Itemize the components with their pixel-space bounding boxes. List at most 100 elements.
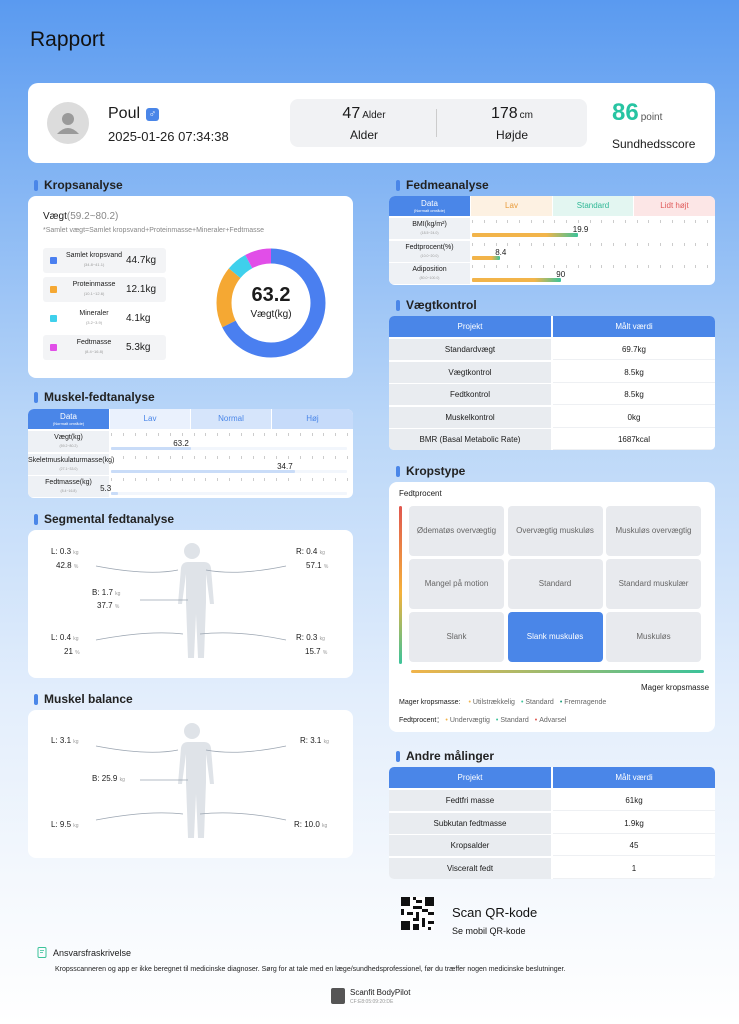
row-label-cell	[28, 453, 109, 475]
composition-value: 44.7kg	[126, 255, 157, 266]
tick	[542, 220, 543, 223]
tick	[554, 220, 555, 223]
tick	[660, 220, 661, 223]
row-range: (59.2~80.2)	[59, 444, 78, 448]
tick	[707, 220, 708, 223]
tick	[252, 478, 254, 481]
range-value: 5.3	[100, 484, 112, 493]
tick	[193, 433, 195, 436]
age-label: Alder	[349, 128, 378, 142]
composition-range: (10.1~12.6)	[83, 291, 105, 296]
tick	[229, 478, 230, 481]
body-type-cell: Muskuløs	[606, 612, 701, 662]
col-project: Projekt	[389, 767, 551, 788]
tick	[472, 265, 473, 268]
qr-code-icon[interactable]	[401, 897, 434, 930]
composition-range: (34.8~41.1)	[83, 262, 105, 267]
section-title-weight-control: Vægtkontrol	[396, 298, 477, 312]
trunk-muscle: B: 25.9	[92, 774, 118, 783]
tick	[695, 242, 696, 246]
height-value: 178	[490, 105, 518, 122]
tick	[311, 455, 313, 459]
table-row-label: Kropsalder	[389, 835, 551, 856]
section-title-muscle-fat: Muskel-fedtanalyse	[34, 390, 155, 404]
row-range: (8.4~16.8)	[60, 489, 77, 493]
user-icon	[57, 113, 79, 134]
tick	[311, 478, 313, 481]
segmental-fat-card: L: 0.3 kg 42.8 % R: 0.4 kg 57.1 % B: 1.7…	[28, 530, 353, 678]
right-arm-muscle: R: 3.1	[300, 736, 322, 745]
tick	[483, 242, 485, 246]
composition-value: 12.1kg	[126, 284, 157, 295]
tick	[483, 265, 485, 268]
disclaimer-text: Kropsscanneren og app er ikke beregnet t…	[55, 966, 566, 973]
tick	[660, 265, 661, 268]
tick	[335, 455, 336, 459]
composition-swatch	[50, 286, 57, 293]
tick	[648, 220, 649, 223]
tick	[111, 478, 112, 481]
range-fill	[111, 469, 296, 473]
tick	[288, 433, 289, 436]
section-title-other: Andre målinger	[396, 749, 494, 763]
header-standard: Standard	[553, 196, 633, 216]
tick	[146, 478, 147, 481]
tick	[122, 478, 124, 481]
table-row-value: 0kg	[553, 406, 715, 428]
tick	[507, 220, 508, 223]
tick	[554, 265, 555, 268]
composition-range: (8.4~16.8)	[84, 349, 104, 354]
tick	[530, 242, 532, 246]
tick	[483, 220, 485, 223]
composition-item	[43, 306, 166, 331]
x-axis-bar	[411, 670, 704, 673]
tick	[170, 433, 171, 436]
row-label-cell	[389, 218, 470, 239]
left-leg-muscle: L: 9.5	[51, 820, 72, 829]
segment-lines	[95, 745, 287, 821]
tick	[577, 220, 579, 223]
right-leg-fat-kg: R: 0.3	[296, 633, 318, 642]
table-row-value: 1	[553, 857, 715, 879]
tick	[636, 242, 637, 246]
tick	[146, 433, 147, 436]
tick	[134, 478, 136, 481]
table-row-label: Fedtfri masse	[389, 790, 551, 811]
tick	[181, 478, 183, 481]
tick	[240, 478, 242, 481]
table-row-label: BMR (Basal Metabolic Rate)	[389, 429, 551, 450]
weight-range: (59.2~80.2)	[66, 211, 119, 222]
page-title: Rapport	[30, 28, 105, 51]
tick	[566, 265, 567, 268]
qr-subtitle: Se mobil QR-kode	[452, 926, 526, 936]
range-value: 90	[556, 270, 566, 279]
tick	[288, 478, 289, 481]
legend-fat-2: Standard	[500, 716, 529, 724]
row-range: (10.0~20.0)	[420, 253, 439, 258]
tick	[695, 265, 696, 268]
row-label: BMI(kg/m²)	[412, 221, 447, 228]
table-row-value: 45	[553, 835, 715, 856]
qr-title: Scan QR-kode	[452, 905, 538, 920]
tick	[181, 455, 183, 459]
tick	[671, 220, 673, 223]
header-low: Lav	[471, 196, 552, 216]
tick	[601, 242, 602, 246]
tick	[146, 455, 147, 459]
tick	[495, 242, 496, 246]
tick	[323, 478, 324, 481]
disclaimer-icon	[37, 947, 47, 958]
tick	[577, 265, 579, 268]
table-row-value: 69.7kg	[553, 339, 715, 360]
composition-swatch	[50, 344, 57, 351]
stats-box: 47 Alder Alder 178 cm Højde	[290, 99, 587, 147]
left-arm-fat-kg: L: 0.3	[51, 547, 72, 556]
tick	[205, 478, 206, 481]
tick	[335, 478, 336, 481]
tick	[542, 265, 543, 268]
body-type-cell: Slank	[409, 612, 504, 662]
tick	[530, 220, 532, 223]
tick	[624, 242, 626, 246]
composition-item	[43, 248, 166, 273]
body-analysis-card: Vægt(59.2~80.2) *Samlet vægt=Samlet krop…	[28, 196, 353, 378]
